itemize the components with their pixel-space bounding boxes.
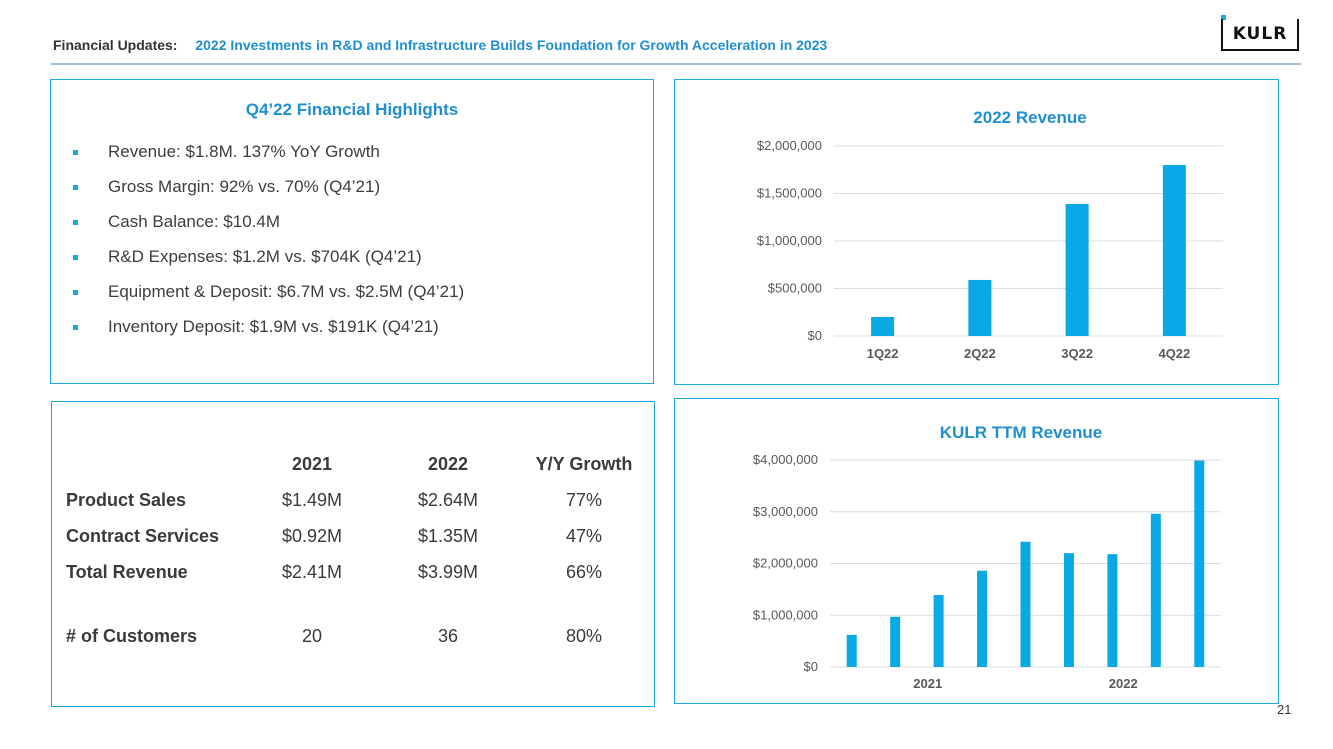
- bar: [1065, 203, 1089, 336]
- y-tick-label: $4,000,000: [753, 452, 818, 467]
- row-label-contract-services: Contract Services: [66, 526, 220, 546]
- highlights-title: Q4’22 Financial Highlights: [245, 100, 459, 119]
- table-header-2022: 2022: [427, 454, 469, 474]
- table-cell: 66%: [565, 562, 603, 582]
- table-cell: $2.64M: [417, 490, 479, 510]
- table-cell: $0.92M: [281, 526, 343, 546]
- table-cell: $2.41M: [281, 562, 343, 582]
- y-tick-label: $3,000,000: [753, 504, 818, 519]
- y-tick-label: $2,000,000: [753, 556, 818, 571]
- y-tick-label: $0: [808, 328, 822, 343]
- header-label: Financial Updates:: [53, 37, 178, 53]
- y-tick-label: $500,000: [768, 281, 822, 296]
- x-group-label: 2022: [1109, 676, 1138, 691]
- table-header-2021: 2021: [291, 454, 333, 474]
- table-cell: 47%: [565, 526, 603, 546]
- bar: [977, 570, 988, 667]
- y-tick-label: $0: [804, 659, 818, 674]
- bullet-icon: [73, 290, 78, 295]
- table-cell: $3.99M: [417, 562, 479, 582]
- highlights-panel: Q4’22 Financial Highlights Revenue: $1.8…: [50, 79, 654, 384]
- bar: [871, 317, 895, 336]
- bar: [1107, 554, 1118, 667]
- row-label-customers: # of Customers: [66, 626, 198, 646]
- bar: [968, 279, 992, 336]
- x-tick-label: 4Q22: [1158, 346, 1190, 361]
- chart-title: KULR TTM Revenue: [940, 423, 1102, 442]
- logo-accent: [1221, 15, 1226, 20]
- bar: [890, 616, 901, 667]
- x-group-label: 2021: [913, 676, 942, 691]
- bullet-icon: [73, 325, 78, 330]
- logo-text: KULR: [1221, 19, 1299, 51]
- ttm-chart-panel: KULR TTM Revenue $0 $1,000,000 $2,000,000 $3…: [674, 398, 1279, 704]
- bar: [1150, 513, 1161, 667]
- kulr-logo: KULR: [1221, 15, 1299, 51]
- slide-header: Financial Updates: 2022 Investments in R…: [53, 37, 827, 53]
- header-divider: [51, 63, 1301, 65]
- ttm-revenue-chart: KULR TTM Revenue $0 $1,000,000 $2,000,000 $3…: [753, 423, 1221, 691]
- bar: [1020, 541, 1031, 667]
- table-header-growth: Y/Y Growth: [535, 454, 633, 474]
- bullet-icon: [73, 220, 78, 225]
- y-tick-label: $1,000,000: [757, 233, 822, 248]
- bullet-icon: [73, 185, 78, 190]
- bar: [1063, 553, 1074, 667]
- revenue-chart-panel: 2022 Revenue $0 $500,000 $1,000,000 $1,500,0…: [674, 79, 1279, 385]
- page-number: 21: [1277, 702, 1292, 717]
- table-cell: 20: [301, 626, 323, 646]
- row-label-total-revenue: Total Revenue: [66, 562, 188, 582]
- x-tick-label: 2Q22: [964, 346, 996, 361]
- header-subtitle: 2022 Investments in R&D and Infrastructu…: [195, 37, 828, 53]
- bar: [933, 595, 944, 667]
- x-tick-label: 3Q22: [1061, 346, 1093, 361]
- bar: [846, 634, 857, 667]
- chart-title: 2022 Revenue: [973, 108, 1086, 127]
- table-cell: $1.49M: [281, 490, 343, 510]
- bullet-icon: [73, 255, 78, 260]
- row-label-product-sales: Product Sales: [66, 490, 187, 510]
- y-tick-label: $2,000,000: [757, 138, 822, 153]
- table-cell: 36: [437, 626, 459, 646]
- table-cell: 77%: [565, 490, 603, 510]
- table-cell: $1.35M: [417, 526, 479, 546]
- bullet-icon: [73, 150, 78, 155]
- x-tick-label: 1Q22: [867, 346, 899, 361]
- table-cell: 80%: [565, 626, 603, 646]
- revenue-chart: 2022 Revenue $0 $500,000 $1,000,000 $1,500,0…: [757, 108, 1223, 361]
- revenue-table-panel: 2021 2022 Y/Y Growth Product Sales $1.49…: [51, 401, 655, 707]
- bar: [1194, 460, 1205, 667]
- y-tick-label: $1,000,000: [753, 607, 818, 622]
- y-tick-label: $1,500,000: [757, 186, 822, 201]
- bar: [1162, 165, 1186, 336]
